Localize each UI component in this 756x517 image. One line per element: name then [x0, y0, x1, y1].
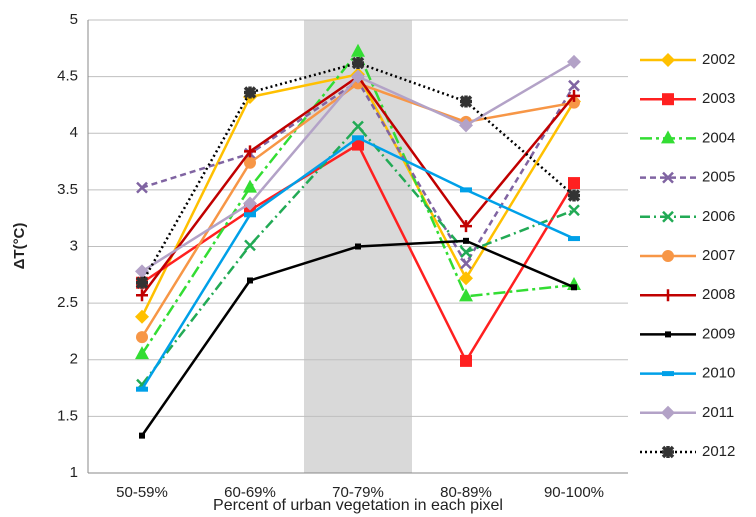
legend-label: 2007	[702, 247, 735, 264]
legend-marker	[662, 93, 674, 106]
y-tick-label: 1.5	[57, 407, 78, 424]
x-axis-label: Percent of urban vegetation in each pixe…	[213, 497, 503, 514]
x-tick-label: 80-89%	[440, 484, 492, 501]
legend-label: 2011	[702, 404, 734, 421]
y-tick-label: 1	[70, 464, 78, 481]
x-tick-label: 90-100%	[544, 484, 604, 501]
legend-label: 2010	[702, 365, 735, 382]
data-point	[135, 346, 149, 360]
y-tick-label: 3	[70, 237, 78, 254]
data-point	[243, 179, 257, 193]
data-point	[460, 257, 472, 270]
legend-marker	[661, 130, 675, 144]
data-point	[460, 246, 472, 259]
data-point	[355, 243, 361, 250]
data-point	[351, 56, 365, 70]
data-point	[135, 309, 149, 324]
legend-label: 2009	[702, 325, 735, 342]
y-tick-label: 4.5	[57, 68, 78, 85]
data-point	[244, 239, 256, 252]
data-point	[351, 43, 365, 57]
data-point	[243, 196, 257, 211]
data-point	[459, 95, 473, 108]
x-tick-label: 70-79%	[332, 484, 384, 501]
data-point	[568, 89, 580, 102]
y-axis-label: ΔT(°C)	[11, 223, 28, 270]
data-point	[139, 432, 145, 439]
data-point	[136, 289, 148, 302]
legend-label: 2012	[702, 443, 735, 460]
legend-marker	[661, 53, 675, 67]
legend-marker	[661, 445, 675, 459]
data-point	[247, 277, 253, 284]
data-point	[352, 138, 364, 151]
y-tick-label: 4	[70, 124, 78, 141]
data-point	[459, 271, 473, 286]
data-point	[136, 181, 148, 194]
data-point	[459, 288, 473, 302]
data-point	[568, 79, 580, 92]
series-line	[141, 124, 575, 386]
legend-label: 2006	[702, 208, 735, 225]
data-point	[459, 118, 473, 133]
legend-marker	[661, 405, 675, 420]
data-point	[352, 120, 364, 133]
data-point	[460, 354, 472, 367]
legend-label: 2005	[702, 169, 735, 186]
data-point	[460, 187, 472, 193]
legend-marker	[662, 289, 674, 302]
y-tick-label: 3.5	[57, 181, 78, 198]
data-point	[568, 204, 580, 217]
data-point	[351, 69, 365, 84]
data-point	[135, 264, 149, 279]
y-tick-label: 2.5	[57, 294, 78, 311]
data-point	[244, 145, 256, 158]
legend-marker	[662, 210, 674, 223]
data-point	[244, 212, 256, 218]
data-point	[567, 189, 581, 202]
legend-marker	[662, 250, 674, 262]
data-point	[463, 237, 469, 244]
legend-marker	[662, 171, 674, 184]
y-tick-label: 2	[70, 351, 78, 368]
data-point	[352, 135, 364, 141]
legend-label: 2008	[702, 286, 735, 303]
data-point	[136, 386, 148, 392]
data-point	[135, 276, 149, 289]
data-point	[243, 86, 257, 99]
data-point	[571, 284, 577, 291]
data-point	[136, 331, 148, 344]
legend-marker	[662, 371, 674, 377]
x-tick-label: 50-59%	[116, 484, 168, 501]
y-tick-label: 5	[70, 11, 78, 28]
legend-label: 2004	[702, 129, 735, 146]
data-point	[568, 177, 580, 190]
legend-label: 2003	[702, 90, 735, 107]
legend-label: 2002	[702, 51, 735, 68]
data-point	[244, 156, 256, 169]
legend-marker	[665, 331, 671, 338]
data-point	[460, 220, 472, 233]
data-point	[568, 236, 580, 242]
x-tick-label: 60-69%	[224, 484, 276, 501]
data-point	[567, 54, 581, 69]
